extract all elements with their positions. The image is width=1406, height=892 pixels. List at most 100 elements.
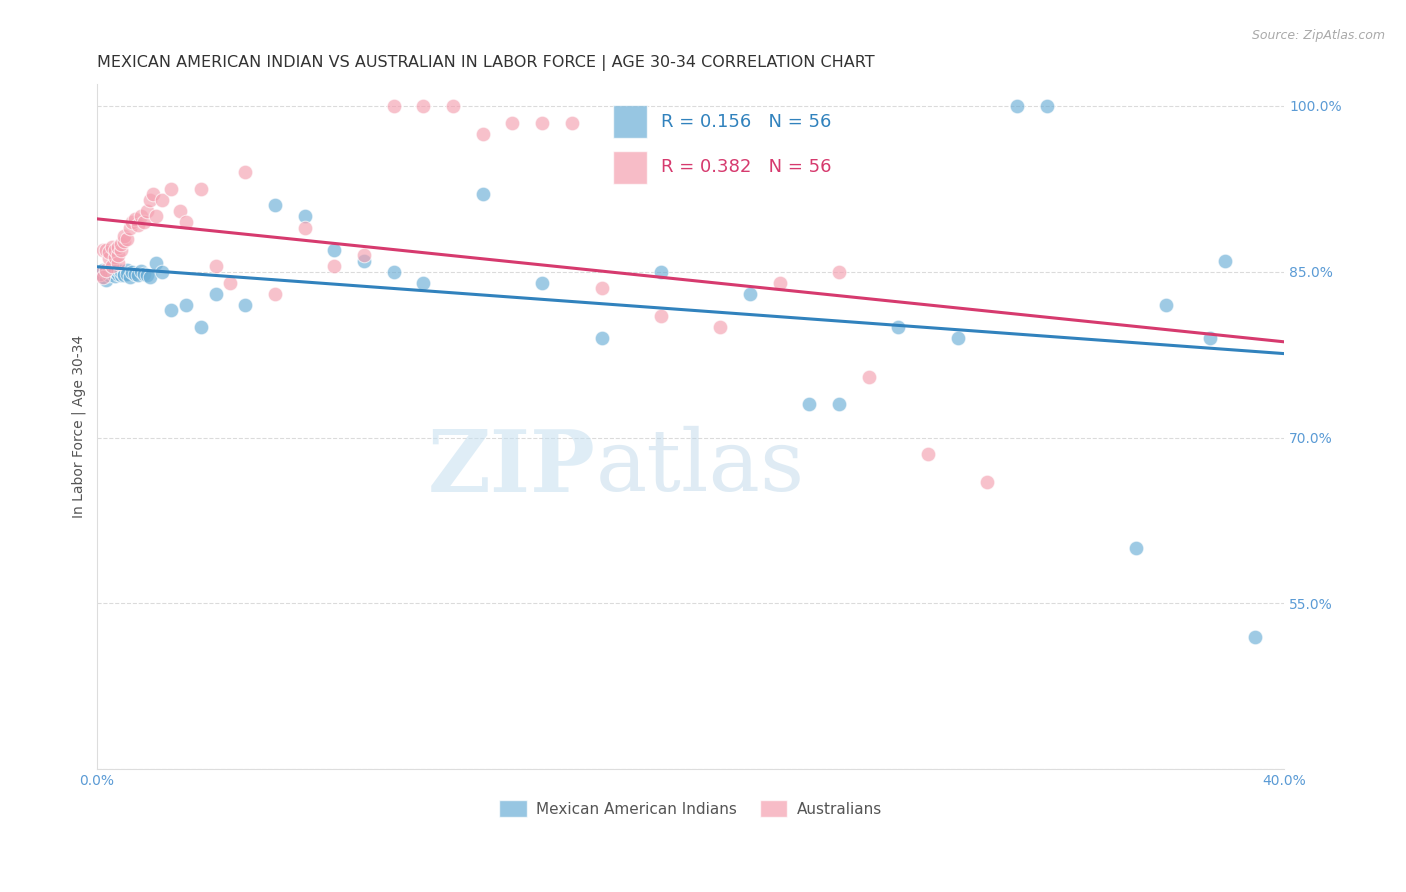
Point — [127, 219, 149, 233]
Point — [127, 268, 149, 282]
Point — [799, 397, 821, 411]
Point — [97, 244, 120, 259]
Point — [591, 281, 613, 295]
Point — [160, 303, 183, 318]
Point — [121, 265, 143, 279]
Point — [471, 127, 494, 141]
Point — [828, 265, 851, 279]
Point — [1125, 541, 1147, 556]
Point — [110, 268, 132, 282]
FancyBboxPatch shape — [613, 151, 647, 184]
Point — [115, 262, 138, 277]
Point — [501, 115, 523, 129]
Point — [190, 320, 212, 334]
Point — [124, 267, 146, 281]
Point — [233, 298, 256, 312]
Point — [769, 276, 792, 290]
Point — [110, 243, 132, 257]
Point — [131, 210, 153, 224]
Point — [204, 259, 226, 273]
Point — [134, 215, 156, 229]
Point — [97, 268, 120, 282]
Text: atlas: atlas — [596, 426, 804, 509]
Point — [160, 182, 183, 196]
Point — [104, 269, 127, 284]
Point — [112, 229, 135, 244]
Point — [382, 99, 405, 113]
Text: R = 0.156   N = 56: R = 0.156 N = 56 — [661, 112, 831, 130]
Point — [121, 215, 143, 229]
Point — [650, 265, 672, 279]
Point — [531, 276, 554, 290]
Point — [131, 263, 153, 277]
Text: MEXICAN AMERICAN INDIAN VS AUSTRALIAN IN LABOR FORCE | AGE 30-34 CORRELATION CHA: MEXICAN AMERICAN INDIAN VS AUSTRALIAN IN… — [97, 55, 875, 71]
Point — [104, 263, 127, 277]
Point — [124, 211, 146, 226]
Point — [110, 263, 132, 277]
Point — [139, 193, 162, 207]
Point — [97, 263, 120, 277]
Point — [104, 243, 127, 257]
Point — [204, 286, 226, 301]
Text: R = 0.382   N = 56: R = 0.382 N = 56 — [661, 159, 831, 177]
Point — [107, 256, 129, 270]
Point — [115, 267, 138, 281]
Point — [190, 182, 212, 196]
Point — [134, 267, 156, 281]
Point — [382, 265, 405, 279]
Point — [353, 253, 375, 268]
Point — [1036, 99, 1059, 113]
Point — [738, 286, 761, 301]
Point — [709, 320, 731, 334]
Point — [91, 262, 114, 277]
Point — [100, 261, 122, 276]
Point — [145, 256, 167, 270]
Point — [118, 220, 141, 235]
Point — [145, 210, 167, 224]
Point — [1199, 331, 1222, 345]
Point — [100, 240, 122, 254]
Point — [323, 243, 346, 257]
Legend: Mexican American Indians, Australians: Mexican American Indians, Australians — [494, 794, 887, 823]
Point — [107, 262, 129, 277]
Point — [976, 475, 998, 489]
Point — [174, 298, 197, 312]
Point — [264, 286, 287, 301]
Point — [441, 99, 464, 113]
Point — [107, 240, 129, 254]
Point — [142, 187, 165, 202]
Point — [471, 187, 494, 202]
Point — [136, 268, 159, 282]
Point — [94, 243, 117, 257]
Point — [233, 165, 256, 179]
Point — [294, 210, 316, 224]
Point — [887, 320, 910, 334]
Point — [91, 270, 114, 285]
Point — [219, 276, 242, 290]
Point — [412, 99, 434, 113]
Text: Source: ZipAtlas.com: Source: ZipAtlas.com — [1251, 29, 1385, 42]
Point — [1154, 298, 1177, 312]
Point — [917, 447, 939, 461]
Point — [91, 270, 114, 285]
Point — [94, 262, 117, 277]
Point — [323, 259, 346, 273]
Point — [650, 309, 672, 323]
Y-axis label: In Labor Force | Age 30-34: In Labor Force | Age 30-34 — [72, 335, 86, 518]
Point — [412, 276, 434, 290]
Point — [107, 267, 129, 281]
Text: ZIP: ZIP — [427, 425, 596, 509]
Point — [97, 252, 120, 266]
Point — [1213, 253, 1236, 268]
Point — [150, 193, 173, 207]
Point — [174, 215, 197, 229]
Point — [104, 251, 127, 265]
Point — [91, 243, 114, 257]
Point — [89, 267, 111, 281]
Point — [107, 248, 129, 262]
Point — [112, 234, 135, 248]
FancyBboxPatch shape — [613, 105, 647, 138]
Point — [353, 248, 375, 262]
Point — [1005, 99, 1028, 113]
Point — [112, 268, 135, 282]
